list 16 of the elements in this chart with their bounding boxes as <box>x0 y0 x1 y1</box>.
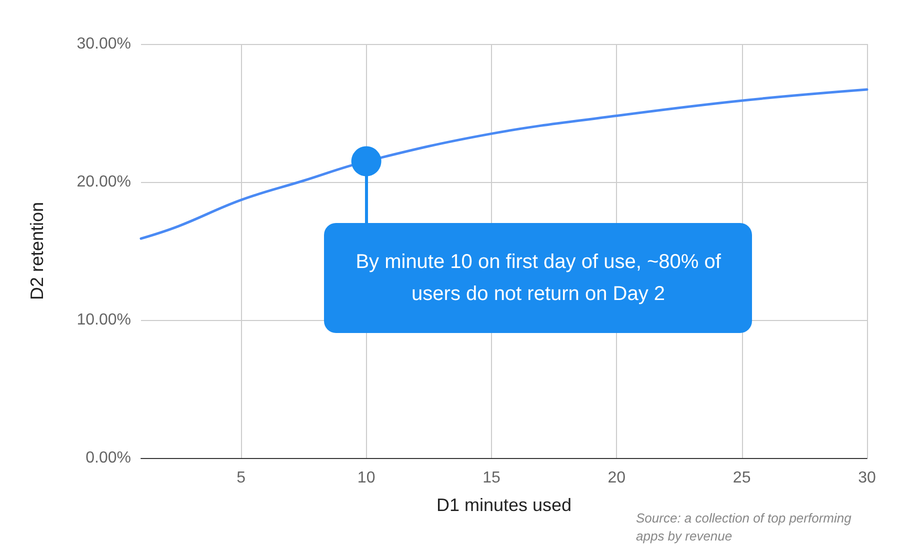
callout: By minute 10 on first day of use, ~80% of users do not return on Day 2 <box>324 176 752 334</box>
x-tick-label: 20 <box>608 470 626 486</box>
x-tick-label: 30 <box>858 470 876 486</box>
x-tick-label: 5 <box>236 470 246 486</box>
x-tick-label: 10 <box>357 470 376 486</box>
x-axis-title: D1 minutes used <box>436 495 572 515</box>
source-note: Source: a collection of top performing apps by revenue <box>636 510 855 544</box>
y-tick-label: 30.00% <box>76 36 131 52</box>
y-tick-label: 10.00% <box>76 312 131 328</box>
x-tick-label: 15 <box>482 470 500 486</box>
y-axis-title: D2 retention <box>27 202 47 300</box>
y-tick-label: 0.00% <box>86 450 131 466</box>
x-tick-label: 25 <box>732 470 751 486</box>
line-series <box>140 88 868 240</box>
y-tick-label: 20.00% <box>76 174 131 190</box>
annotation: By minute 10 on first day of use, ~80% of users do not return on Day 2 <box>354 250 722 308</box>
